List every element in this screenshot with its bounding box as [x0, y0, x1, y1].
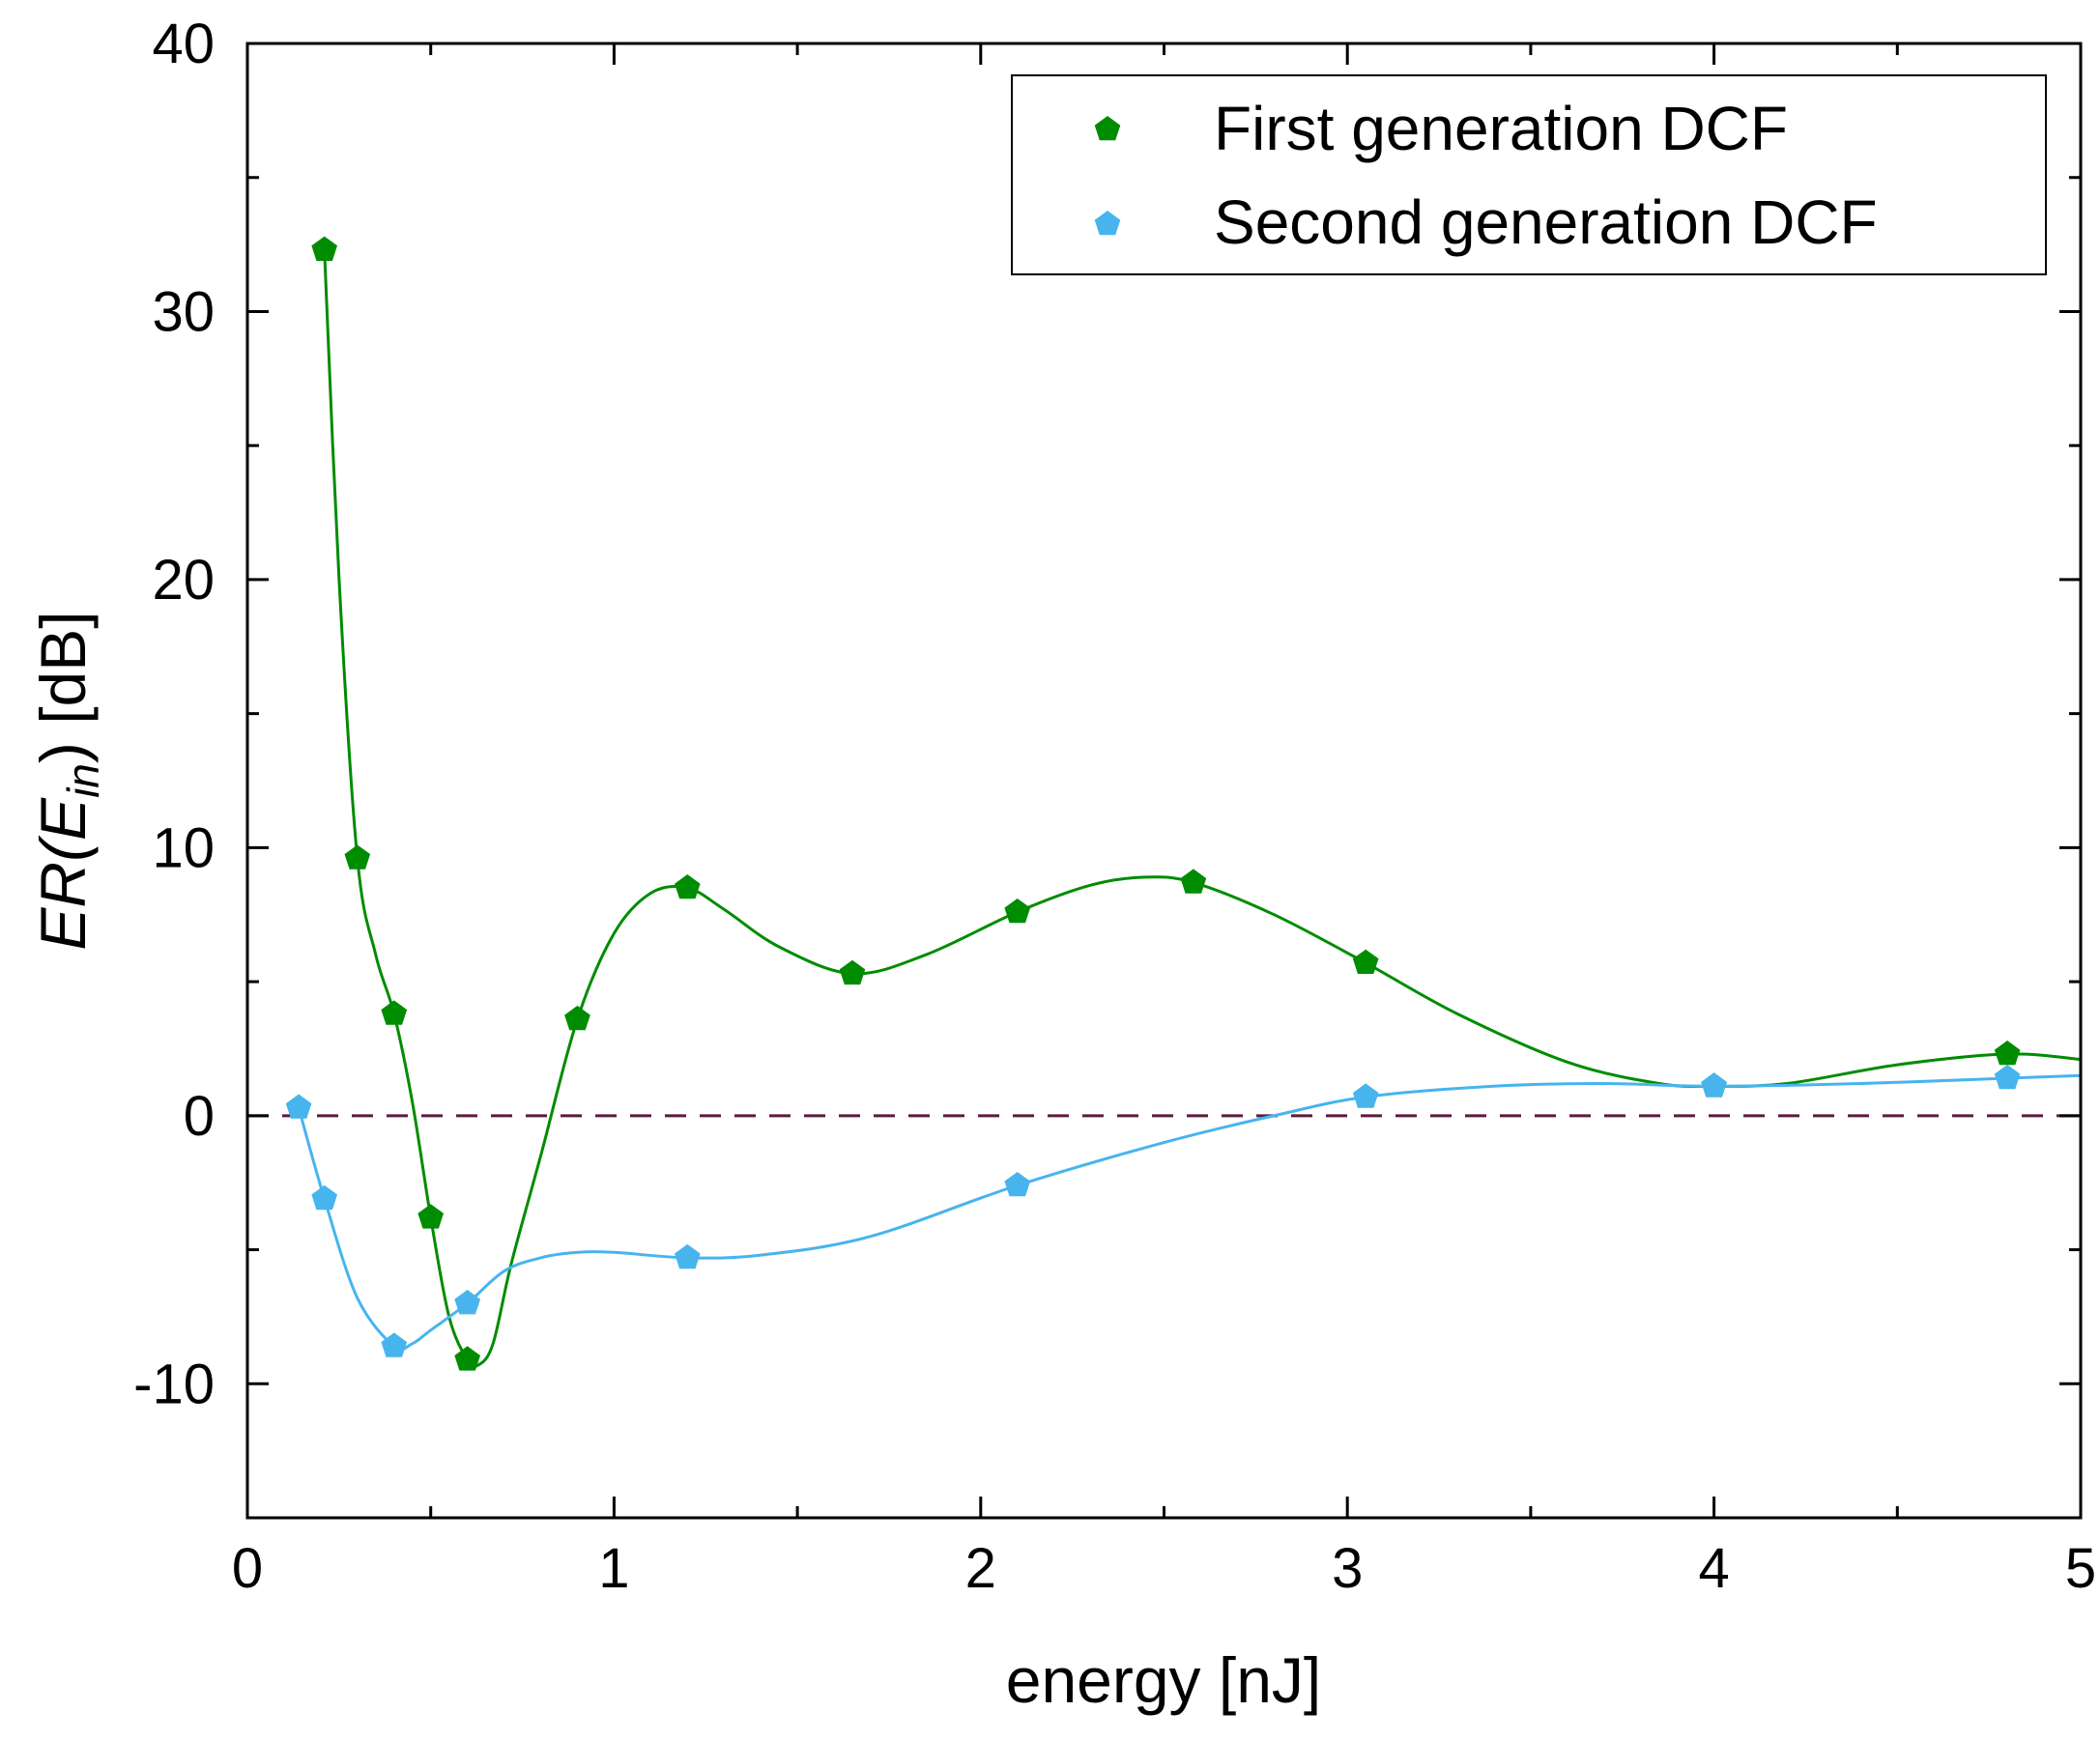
y-axis-title-suffix: ) [dB] [27, 611, 99, 763]
legend-label-second-generation: Second generation DCF [1214, 187, 1878, 257]
series-1-point-13 [1994, 1041, 2021, 1066]
series-1-point-5 [454, 1346, 480, 1371]
legend-label-first-generation: First generation DCF [1214, 94, 1788, 163]
series-1-point-8 [839, 959, 866, 985]
y-tick-label: -10 [133, 1353, 215, 1415]
series-1-point-2 [344, 844, 371, 870]
series-2-point-2 [311, 1184, 337, 1211]
tick-label-layer: 0 1 2 3 4 5 -10 0 10 20 30 40 [133, 13, 2096, 1600]
series-2-point-8 [1701, 1072, 1727, 1098]
series-2-point-4 [454, 1290, 480, 1315]
series-1-point-4 [417, 1204, 444, 1229]
y-tick-label: 10 [152, 816, 215, 879]
x-tick-label: 4 [1698, 1537, 1729, 1600]
series-2-point-3 [381, 1332, 408, 1357]
y-tick-label: 30 [152, 280, 215, 343]
legend-marker-second-generation [1094, 211, 1121, 236]
series-2-point-5 [675, 1243, 701, 1269]
tick-layer [245, 42, 2083, 1520]
series-2 [285, 1065, 2082, 1357]
x-tick-label: 3 [1332, 1537, 1363, 1600]
x-axis-title: energy [nJ] [1006, 1644, 1322, 1716]
series-2-point-6 [1004, 1172, 1031, 1197]
series-2-curve [297, 1073, 2082, 1352]
series-layer [285, 236, 2082, 1371]
y-tick-label: 40 [152, 13, 215, 75]
legend-marker-shape-1 [1094, 116, 1121, 141]
series-1-point-3 [381, 1000, 408, 1025]
x-tick-label: 1 [598, 1537, 629, 1600]
x-tick-label: 5 [2065, 1537, 2096, 1600]
series-2-point-7 [1352, 1083, 1379, 1108]
y-axis-title: ER(Ein) [dB] [27, 611, 108, 950]
series-1-point-7 [675, 874, 701, 899]
series-2-point-1 [285, 1094, 312, 1119]
y-axis-title-subscript: in [58, 763, 108, 798]
legend-marker-first-generation [1094, 116, 1121, 141]
legend: First generation DCF Second generation D… [1011, 74, 2047, 275]
series-1-point-10 [1180, 869, 1207, 894]
x-tick-label: 0 [232, 1537, 263, 1600]
legend-marker-shape-2 [1094, 211, 1121, 236]
series-1-point-9 [1004, 899, 1031, 924]
series-1-point-1 [311, 236, 337, 261]
legend-box [1011, 74, 2047, 275]
x-tick-label: 2 [965, 1537, 996, 1600]
series-1-point-11 [1352, 949, 1379, 974]
series-2-point-9 [1994, 1065, 2021, 1090]
y-tick-label: 20 [152, 549, 215, 612]
y-tick-label: 0 [184, 1085, 215, 1148]
series-1-point-6 [564, 1005, 590, 1031]
y-axis-title-main: ER(E [27, 797, 99, 951]
